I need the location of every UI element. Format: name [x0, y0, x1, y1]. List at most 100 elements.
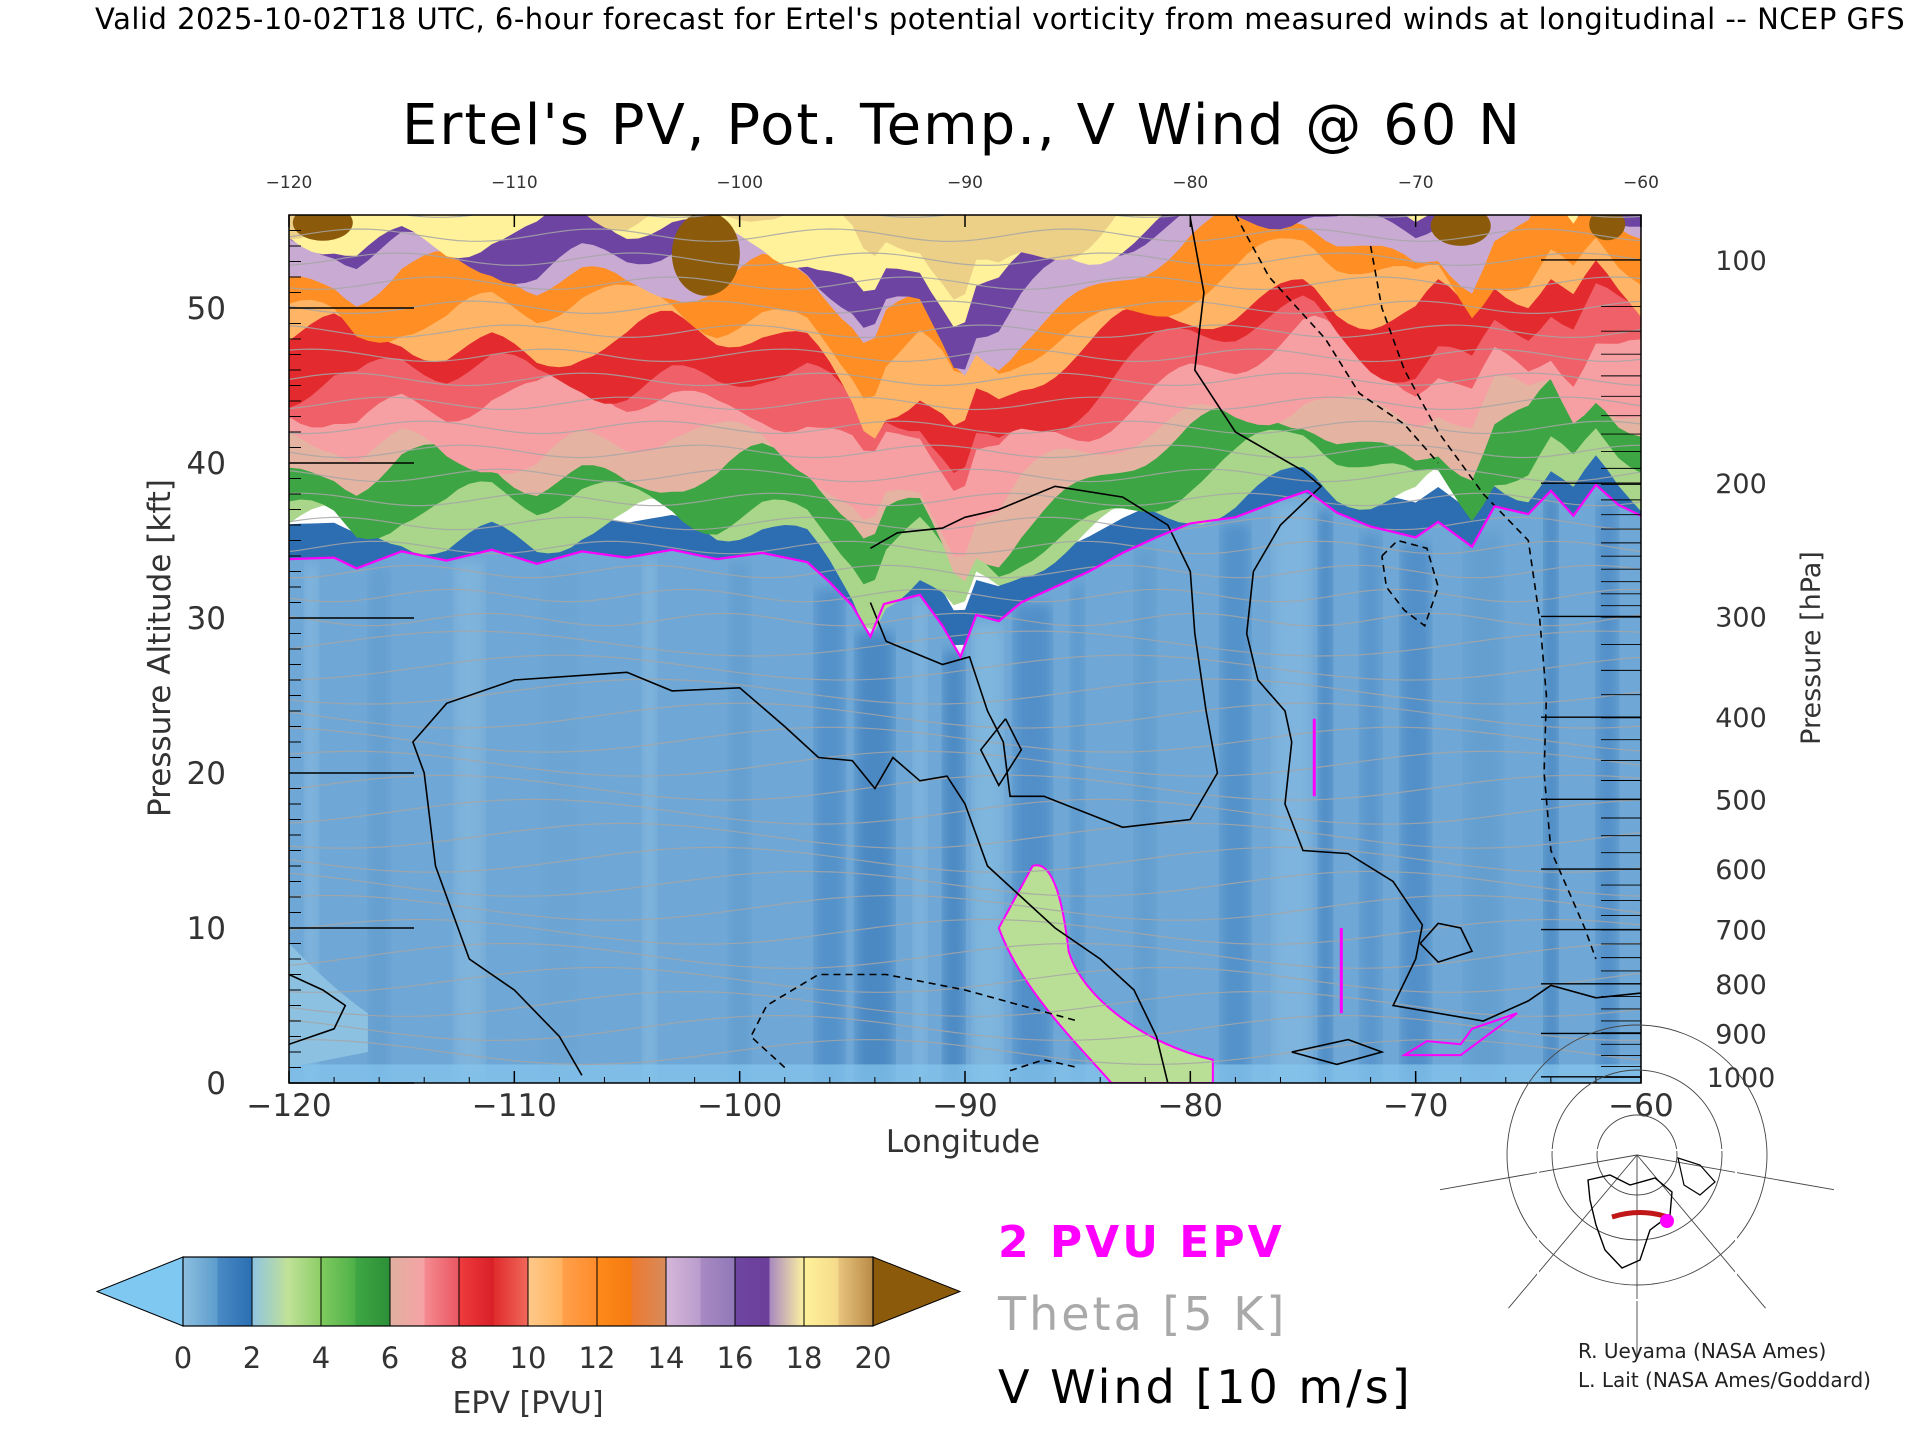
pressure-tick-label: 400: [1715, 703, 1767, 734]
theta-contour: [289, 228, 1641, 242]
vwind-contour: [1291, 1038, 1385, 1066]
colorbar-bin: [252, 1257, 287, 1326]
pv-band: [289, 362, 1641, 582]
credit-line-2: L. Lait (NASA Ames/Goddard): [1578, 1368, 1871, 1392]
theta-contour: [289, 564, 1641, 579]
theta-contour: [289, 276, 1641, 291]
y-tick-label: 50: [187, 291, 226, 327]
theta-contour: [289, 324, 1641, 339]
colorbar-tick-label: 10: [510, 1341, 547, 1375]
theta-contour: [289, 1038, 1641, 1066]
theta-contour: [289, 750, 1641, 777]
colorbar-bin: [424, 1257, 460, 1326]
x-tick-label: −90: [932, 1088, 997, 1124]
pv-streak: [942, 651, 965, 1083]
y-tick-label: 30: [187, 601, 226, 637]
colorbar-over-arrow: [872, 1256, 962, 1327]
pressure-tick-label: 1000: [1707, 1063, 1776, 1094]
pv-streak: [728, 562, 751, 1083]
y-axis-label-left: Pressure Altitude [kft]: [142, 479, 178, 817]
low-pv-patch: [289, 943, 368, 1068]
pressure-tick-label: 800: [1715, 970, 1767, 1001]
pv-streak: [912, 600, 927, 1083]
pv-streak: [540, 563, 579, 1083]
colorbar-bin: [321, 1257, 356, 1326]
pv-streak: [1543, 496, 1558, 1083]
legend-entry: Theta [5 K]: [997, 1287, 1287, 1341]
pressure-tick-label: 600: [1715, 855, 1767, 886]
theta-contour: [289, 870, 1641, 897]
legend: 2 PVU EPV Theta [5 K] V Wind [10 m/s]: [997, 1217, 1410, 1414]
inset-map-frame: [1537, 1149, 1737, 1301]
pv-band: [289, 413, 1641, 631]
pv-streak: [642, 559, 657, 1083]
pv-streak: [1596, 500, 1619, 1083]
pv-over-patch: [1430, 215, 1491, 246]
pressure-tick-label: 900: [1715, 1019, 1767, 1050]
colorbar: 0 2 4 6 8 10 12 14 16 18 20: [95, 1256, 962, 1375]
pv-streak: [1220, 523, 1251, 1083]
x-tick-label-top: −60: [1623, 173, 1659, 193]
pv-streak: [814, 588, 845, 1083]
chart-title: Ertel's PV, Pot. Temp., V Wind @ 60 N: [402, 93, 1522, 158]
theta-contour: [289, 540, 1641, 555]
colorbar-bin: [700, 1257, 736, 1326]
colorbar-frame: [182, 1256, 874, 1327]
theta-contour: [289, 798, 1641, 825]
x-tick-label-top: −70: [1398, 173, 1434, 193]
vwind-contour: [411, 671, 1169, 1083]
colorbar-tick-label: 4: [312, 1341, 330, 1375]
pv-streak: [454, 561, 485, 1083]
colorbar-bin: [631, 1257, 667, 1326]
vwind-contour: [1381, 539, 1440, 628]
x-tick-label: −120: [246, 1088, 331, 1124]
pv-streak: [1070, 582, 1085, 1083]
pressure-tick-label: 500: [1715, 785, 1767, 816]
forecast-banner: Valid 2025-10-02T18 UTC, 6-hour forecast…: [95, 2, 1906, 36]
theta-contour: [289, 492, 1641, 507]
vwind-contour: [869, 485, 1219, 829]
theta-contour: [289, 678, 1641, 705]
colorbar-tick-label: 12: [579, 1341, 616, 1375]
theta-contour: [289, 588, 1641, 603]
theta-contour: [289, 630, 1641, 657]
colorbar-label: EPV [PVU]: [452, 1386, 603, 1421]
pressure-tick-label: 200: [1715, 469, 1767, 500]
colorbar-bin: [286, 1257, 322, 1326]
inset-coastline: [1677, 1157, 1716, 1196]
tropopause-2pvu-line: [289, 483, 1641, 660]
theta-contour: [289, 822, 1641, 849]
theta-contour: [289, 396, 1641, 411]
inset-location-marker: [1660, 1214, 1674, 1228]
x-tick-label: −60: [1608, 1088, 1673, 1124]
pv-band: [289, 305, 1641, 557]
pv-streak: [1400, 543, 1431, 1083]
pv-band: [289, 215, 1641, 370]
pv-over-patch: [1589, 215, 1626, 241]
inset-coastline: [1587, 1174, 1673, 1269]
colorbar-tick-label: 18: [786, 1341, 823, 1375]
y-tick-label: 0: [206, 1066, 226, 1102]
credit-line-1: R. Ueyama (NASA Ames): [1578, 1339, 1827, 1363]
theta-contour: [289, 1014, 1641, 1042]
x-axis-label: Longitude: [886, 1124, 1040, 1160]
x-tick-label: −80: [1158, 1088, 1223, 1124]
colorbar-tick-label: 6: [381, 1341, 399, 1375]
theta-contour: [289, 252, 1641, 267]
pv-streak: [368, 565, 391, 1083]
theta-contour: [289, 516, 1641, 531]
pv-streak: [972, 624, 1003, 1083]
colorbar-tick-label: 16: [717, 1341, 754, 1375]
pv-over-patch: [671, 215, 740, 296]
theta-contour: [289, 444, 1641, 459]
y-axis-label-right: Pressure [hPa]: [1796, 551, 1827, 745]
pv-streak: [304, 564, 319, 1083]
theta-contour: [289, 300, 1641, 315]
theta-contour: [289, 654, 1641, 681]
pv-feature-mark: [1400, 1012, 1518, 1057]
colorbar-bin: [804, 1257, 839, 1326]
theta-contour: [289, 942, 1641, 969]
x-tick-label-top: −90: [947, 173, 983, 193]
